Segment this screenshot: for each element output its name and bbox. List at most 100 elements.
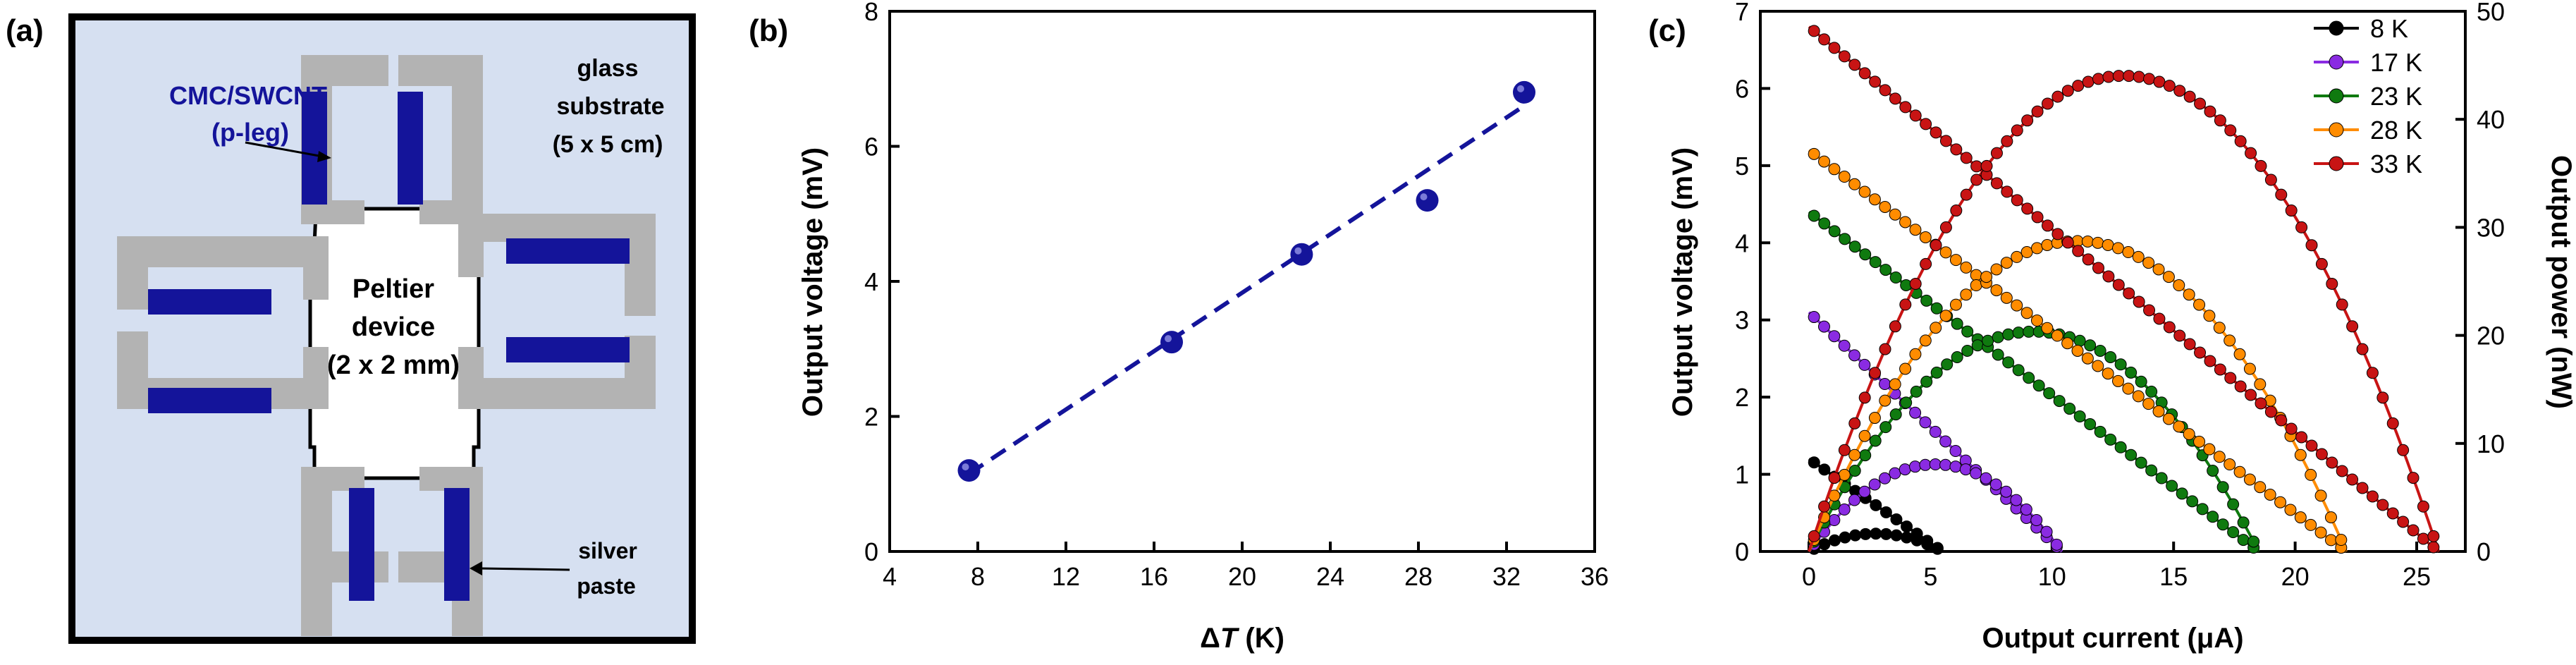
panel-c-power-point <box>1848 417 1861 429</box>
panel-b-point-highlight <box>1165 335 1172 343</box>
panel-c-power-point <box>2041 97 2054 110</box>
panel-c-power-point <box>2224 334 2236 347</box>
panel-c-power-point <box>2324 511 2337 524</box>
panel-c-power-point <box>2023 325 2035 338</box>
panel-c-voltage-point <box>1951 317 1963 330</box>
panel-c-voltage-point <box>1848 349 1861 362</box>
panel-c-power-point <box>2123 70 2135 83</box>
panel-c-voltage-point <box>2295 431 2308 444</box>
panel-c-power-point <box>2010 494 2023 506</box>
panel-c-power-point <box>1848 494 1861 506</box>
panel-c-voltage-point <box>2193 435 2206 448</box>
panel-c-voltage-point <box>2176 487 2188 500</box>
panel-c-power-point <box>1828 472 1841 484</box>
panel-c-power-point <box>2145 385 2158 398</box>
panel-c-ticks: 0 5 10 15 20 25 0 1 2 3 4 5 6 7 0 10 20 30 40 50 <box>1735 0 2505 591</box>
panel-c-voltage-point <box>1950 143 1963 156</box>
panel-b-ytick-label: 0 <box>864 537 878 566</box>
panel-c-power-point <box>2112 242 2125 255</box>
panel-b-point <box>1290 243 1313 266</box>
panel-c-power-point <box>2194 97 2207 110</box>
panel-c-power-point <box>2152 263 2165 276</box>
panel-c-ytick-left-label: 1 <box>1735 460 1749 489</box>
panel-c-voltage-point <box>2407 524 2419 537</box>
panel-c-power-point <box>1921 538 1934 551</box>
panel-c-voltage-point <box>2237 534 2250 547</box>
peltier-device <box>308 207 481 480</box>
panel-c-power-point <box>2335 534 2348 547</box>
panel-c-power-point <box>1949 298 1962 311</box>
panel-c-voltage-point <box>2216 518 2229 531</box>
panel-c-power-point <box>2314 489 2327 502</box>
panel-c-power-point <box>2050 538 2063 551</box>
panel-c-power-point <box>1901 531 1913 544</box>
panel-c-voltage-point <box>2122 382 2135 395</box>
panel-c-voltage-point <box>2243 473 2256 486</box>
panel-c-voltage-point <box>2023 372 2035 384</box>
panel-c-voltage-point <box>2245 389 2257 401</box>
panel-c-power-point <box>1839 531 1851 544</box>
panel-c-ylabel-right: Output power (nW) <box>2546 155 2576 409</box>
electrodes <box>117 55 656 636</box>
panel-c-voltage-point <box>1859 248 1872 261</box>
panel-c-voltage-point <box>1858 358 1871 371</box>
panel-c-voltage-point <box>2145 464 2158 477</box>
panel-c-power-point <box>1939 310 1952 322</box>
panel-b-xlabel-symbol: Δ <box>1200 623 1220 654</box>
panel-c-power-point <box>1970 279 1982 292</box>
panel-c-voltage-point <box>2071 344 2084 357</box>
cnt-arrow-line <box>245 141 324 158</box>
panel-a: (a) <box>6 13 696 644</box>
panel-c-power-point <box>1910 534 1923 547</box>
panel-c-voltage-point <box>2142 398 2155 410</box>
panel-b-point <box>1416 189 1439 212</box>
panel-c-power-point <box>2081 235 2094 248</box>
panel-c-power-point <box>2183 90 2196 103</box>
panel-c-power-point <box>2216 481 2229 494</box>
panel-c-voltage-point <box>1890 513 1903 526</box>
panel-c-ytick-right-label: 40 <box>2477 105 2505 134</box>
panel-c-voltage-point <box>1870 499 1882 511</box>
panel-c-power-point <box>1920 375 1933 388</box>
panel-c-voltage-point <box>2186 495 2199 508</box>
panel-c-power-point <box>1889 320 1901 333</box>
panel-c-voltage-point <box>1817 320 1830 333</box>
panel-b-point-highlight <box>1420 193 1428 201</box>
panel-c-voltage-point <box>2376 499 2389 511</box>
panel-c-power-point <box>2114 358 2127 371</box>
panel-c-power-point <box>1939 221 1952 233</box>
panel-c-voltage-point <box>1808 456 1820 469</box>
panel-c-power-point <box>1868 478 1881 491</box>
panel-c-voltage-point <box>2254 481 2267 494</box>
cnt-arrowhead <box>317 151 331 162</box>
panel-c-power-point <box>2397 444 2410 456</box>
panel-c-voltage-point <box>2053 395 2066 408</box>
panel-c-voltage-point <box>1889 92 1901 105</box>
silver-arrow-line <box>479 567 570 571</box>
panel-c-power-point <box>2000 485 2013 498</box>
panel-c-voltage-point <box>1848 240 1861 253</box>
panel-b-point-highlight <box>962 463 969 471</box>
panel-c-voltage-point <box>2294 511 2307 524</box>
panel-c-voltage-point <box>2114 441 2127 453</box>
panel-c-power-point <box>1980 159 1993 172</box>
panel-c-power-point <box>1889 378 1901 391</box>
panel-c-power-point <box>1929 458 1942 471</box>
panel-c-legend-label: 8 K <box>2370 14 2408 43</box>
panel-c-voltage-point <box>2275 414 2288 427</box>
panel-b-point <box>1513 80 1535 104</box>
panel-c-power-point <box>1982 334 1994 347</box>
panel-c-ytick-right-label: 0 <box>2477 537 2491 566</box>
panel-c-voltage-point <box>2397 515 2410 528</box>
panel-c-voltage-point <box>2132 390 2145 403</box>
panel-c-voltage-point <box>1818 33 1831 46</box>
panel-c-voltage-point <box>1868 193 1881 206</box>
panel-c-power-curve <box>1808 74 2440 552</box>
panel-b-xlabel-var: T <box>1220 623 1240 654</box>
p-legs <box>148 92 630 601</box>
panel-c-power-point <box>1971 339 1984 352</box>
panel-c-power-point <box>1879 421 1892 434</box>
panel-c-power-point <box>1868 412 1881 425</box>
panel-c-voltage-point <box>2366 490 2379 503</box>
panel-c-voltage-point <box>2315 448 2328 460</box>
